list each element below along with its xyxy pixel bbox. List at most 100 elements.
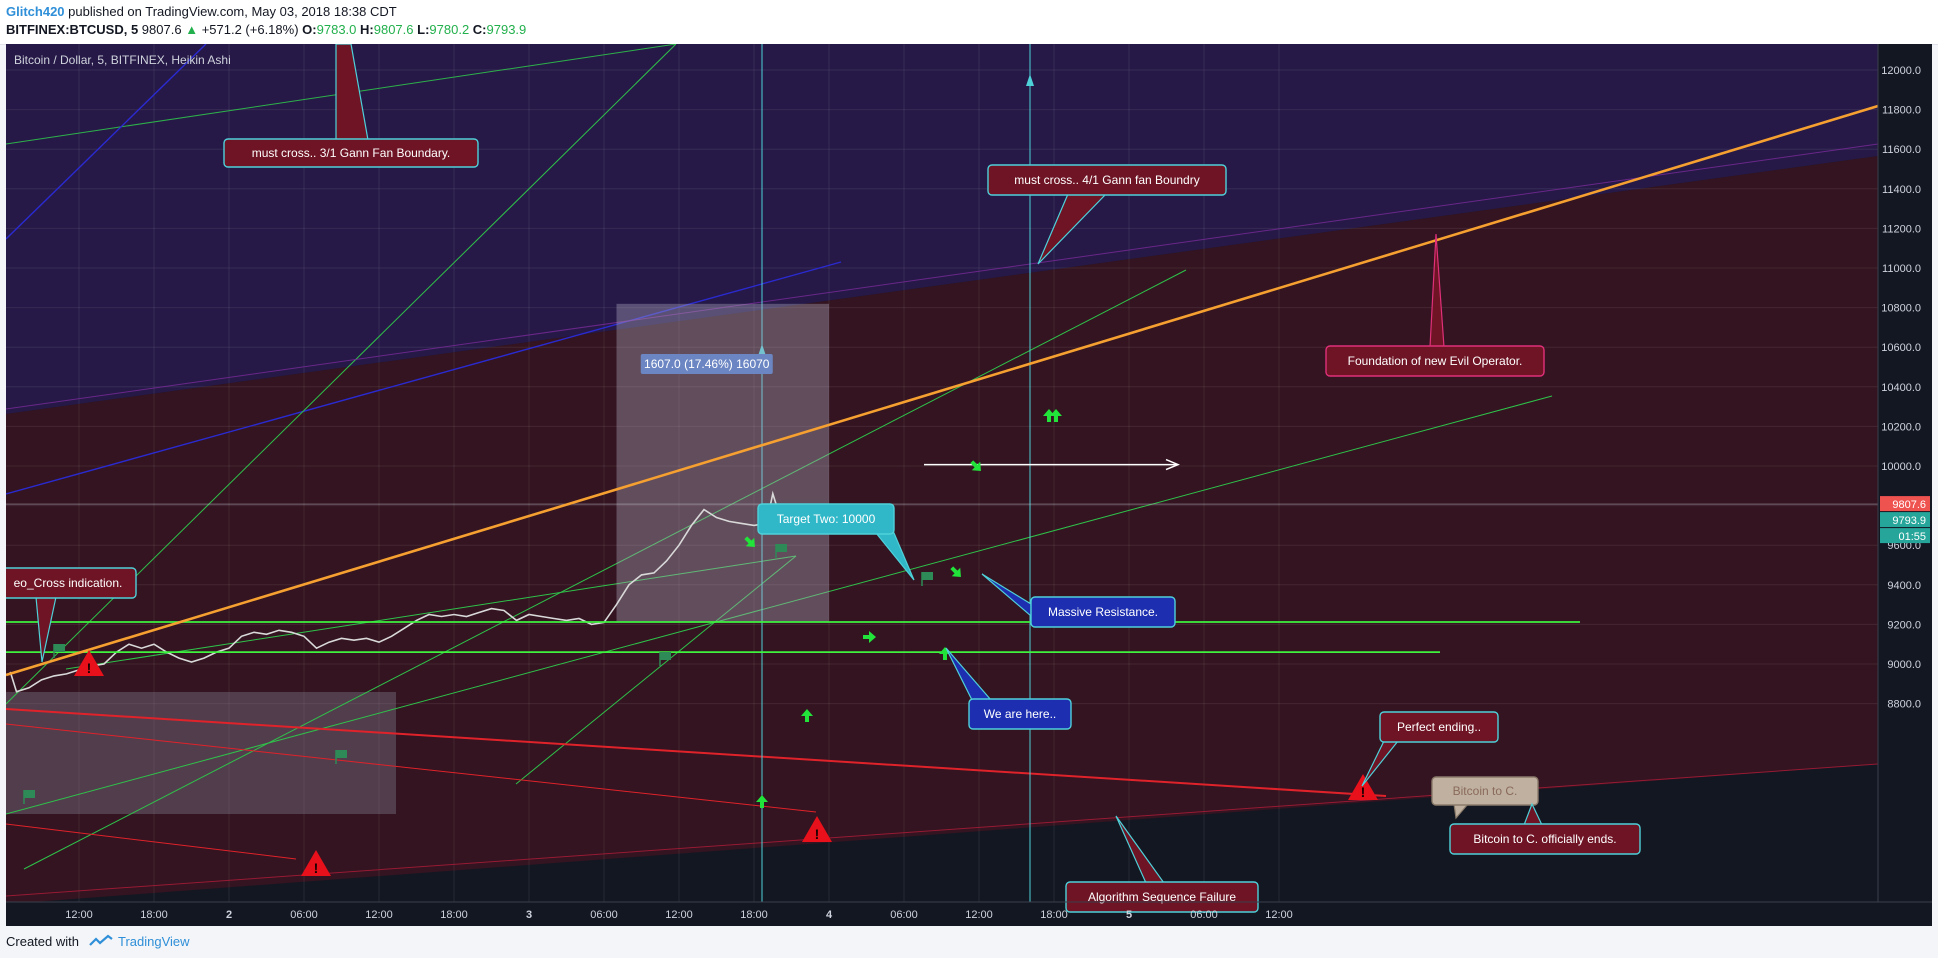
up-arrow-icon: ▲ — [185, 22, 199, 37]
green-arrow-icon — [1050, 409, 1062, 422]
price-label-high-bg — [1880, 496, 1930, 512]
price-tick-label: 10200.0 — [1881, 421, 1921, 433]
price-label-high: 9807.6 — [1892, 499, 1926, 511]
chart-canvas[interactable]: !!!! must cross.. 3/1 Gann Fan Boundary.… — [6, 44, 1932, 926]
price-change: +571.2 (+6.18%) — [201, 22, 299, 37]
price-labels: 9807.6 9793.9 01:55 — [1880, 496, 1930, 544]
green-arrow-icon — [950, 566, 961, 577]
tradingview-link[interactable]: TradingView — [118, 934, 190, 949]
green-arrow-icon — [756, 795, 768, 808]
price-tick-label: 10000.0 — [1881, 461, 1921, 473]
chart-title: Bitcoin / Dollar, 5, BITFINEX, Heikin As… — [14, 53, 231, 67]
callout-evil-operator: Foundation of new Evil Operator. — [1325, 233, 1545, 377]
publish-info: published on TradingView.com, May 03, 20… — [68, 4, 397, 19]
price-tick-label: 9400.0 — [1887, 580, 1921, 592]
callouts: must cross.. 3/1 Gann Fan Boundary. must … — [6, 44, 1641, 913]
callout-perfect-ending: Perfect ending.. — [1361, 711, 1499, 787]
price-tick-label: 11600.0 — [1882, 144, 1921, 156]
gann-fan-line-green — [23, 269, 1187, 870]
flag-icon — [921, 572, 933, 586]
gann-fan-boundary-purple — [6, 143, 1878, 410]
price-tick-label: 11800.0 — [1882, 105, 1921, 117]
tradingview-logo-icon[interactable] — [88, 933, 114, 949]
chart-icons: !!!! — [23, 409, 1378, 876]
green-arrow-icon — [863, 631, 876, 643]
flag-icon-cloth — [336, 750, 347, 758]
vertical-marker-arrowhead — [758, 344, 766, 356]
time-tick-label: 12:00 — [665, 909, 693, 921]
price-tick-label: 11000.0 — [1882, 263, 1921, 275]
callout-officially-ends: Bitcoin to C. officially ends. — [1449, 802, 1641, 855]
price-series-line — [9, 490, 784, 693]
callout-evil-operator-text: Foundation of new Evil Operator. — [1348, 354, 1523, 368]
price-tick-label: 11400.0 — [1882, 184, 1921, 196]
gann-fan-line-green — [515, 555, 797, 785]
price-label-countdown: 01:55 — [1898, 531, 1926, 543]
callout-massive-resistance-text: Massive Resistance. — [1048, 605, 1158, 619]
warning-icon-triangle — [74, 650, 104, 676]
vertical-marker-arrowhead — [1026, 74, 1034, 86]
gann-fan-upper-zone — [6, 44, 1878, 414]
green-arrow-icon — [970, 460, 981, 471]
callout-algorithm-failure-text: Algorithm Sequence Failure — [1088, 890, 1236, 904]
warning-icon: ! — [802, 816, 832, 842]
horizontal-lines — [6, 458, 1878, 654]
callout-bitcoin-to-c-box — [1431, 776, 1539, 806]
warning-icon-triangle — [1348, 774, 1378, 800]
time-tick-label: 12:00 — [65, 909, 93, 921]
green-arrow-shape — [970, 460, 981, 471]
warning-icon-glyph: ! — [1361, 784, 1366, 800]
callout-perfect-ending-box — [1379, 711, 1499, 743]
green-arrow-icon — [801, 709, 813, 722]
price-tick-label: 10800.0 — [1881, 303, 1921, 315]
time-tick-label: 12:00 — [1265, 909, 1293, 921]
low-key: L: — [417, 22, 430, 37]
publish-line: Glitch420 published on TradingView.com, … — [6, 4, 397, 19]
green-arrow-shape — [950, 566, 961, 577]
price-tick-label: 12000.0 — [1881, 65, 1921, 77]
flag-icon — [23, 790, 35, 804]
flag-icon — [659, 652, 671, 666]
callout-massive-resistance-box — [1030, 596, 1176, 628]
price-label-close-bg — [1880, 512, 1930, 528]
callout-3-1-gann: must cross.. 3/1 Gann Fan Boundary. — [223, 44, 479, 168]
price-tick-label: 9600.0 — [1887, 540, 1921, 552]
flag-icon-cloth — [660, 652, 671, 660]
flag-icon-cloth — [776, 544, 787, 552]
flag-icon-cloth — [54, 644, 65, 652]
warning-icon: ! — [1348, 774, 1378, 800]
time-tick-label: 4 — [826, 909, 833, 921]
time-tick-label: 18:00 — [740, 909, 768, 921]
price-axis-ticks: 8800.09000.09200.09400.09600.09800.01000… — [1881, 65, 1921, 711]
gann-fan-line-blue — [6, 261, 842, 495]
callout-algorithm-failure: Algorithm Sequence Failure — [1065, 815, 1259, 913]
callout-bitcoin-to-c: Bitcoin to C. — [1431, 776, 1539, 820]
callout-we-are-here-text: We are here.. — [984, 707, 1056, 721]
price-axis[interactable] — [1878, 44, 1932, 902]
time-axis-ticks[interactable]: 12:00 18:00 2 06:00 12:00 18:00 3 06:00 12:00 18:… — [65, 909, 1293, 921]
warning-icon: ! — [301, 850, 331, 876]
green-arrow-icon — [1043, 409, 1055, 422]
measure-label-text: 1607.0 (17.46%) 16070 — [644, 357, 770, 371]
warning-icon-glyph: ! — [815, 826, 820, 842]
resistance-arrowhead — [1165, 458, 1180, 471]
price-tick-label: 9000.0 — [1887, 659, 1921, 671]
green-arrow-shape — [756, 795, 768, 808]
green-arrow-shape — [939, 647, 951, 660]
flag-icon — [775, 544, 787, 558]
callout-target-two: Target Two: 10000 — [757, 503, 915, 581]
time-tick-label: 06:00 — [290, 909, 318, 921]
price-tick-label: 10400.0 — [1881, 382, 1921, 394]
green-arrow-shape — [1050, 409, 1062, 422]
callout-cross-indication: eo_Cross indication. — [6, 567, 137, 663]
callout-4-1-gann: must cross.. 4/1 Gann fan Boundry — [987, 164, 1227, 265]
gann-fan-line-green — [6, 395, 1553, 815]
author-link[interactable]: Glitch420 — [6, 4, 65, 19]
time-tick-label: 06:00 — [890, 909, 918, 921]
callout-3-1-gann-box — [223, 138, 479, 168]
time-tick-label: 18:00 — [140, 909, 168, 921]
green-arrow-shape — [801, 709, 813, 722]
trendline-red-thin — [6, 823, 297, 860]
callout-cross-indication-box — [6, 567, 137, 599]
open-value: 9783.0 — [316, 22, 357, 37]
